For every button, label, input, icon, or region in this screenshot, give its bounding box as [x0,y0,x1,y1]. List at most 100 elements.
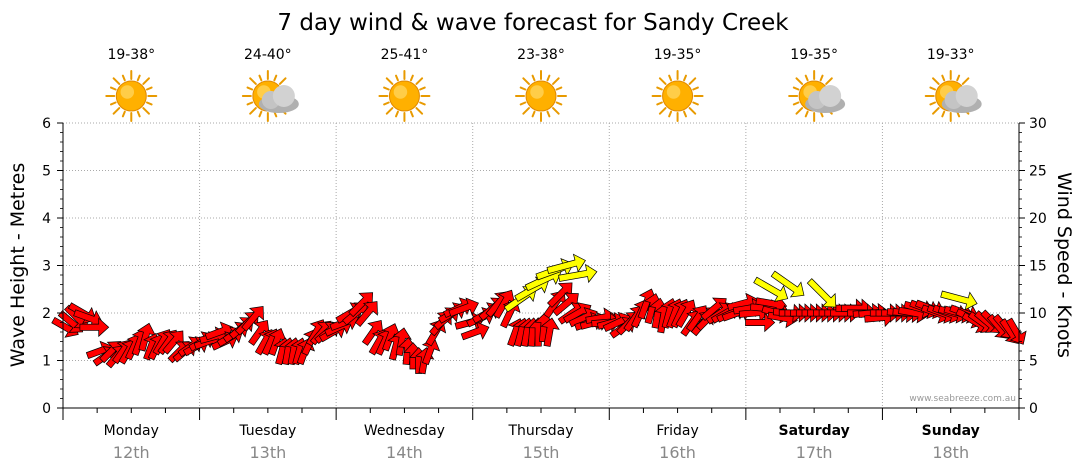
sun-ray [383,101,390,106]
y-left-tick-label: 1 [42,354,51,370]
day-name-label: Monday [104,423,159,439]
sun-ray [142,77,150,85]
sun-icon [105,70,158,122]
cloud-shape [258,85,299,113]
day-date-label: 17th [796,443,833,462]
sun-ray [409,74,414,82]
gust-arrow [753,276,789,302]
sun-ray [142,107,150,115]
sun-ray [121,110,126,118]
wind-arrow [248,319,270,346]
sun-ray [795,77,804,85]
day-name-label: Thursday [507,423,573,439]
sun-ray [419,86,426,91]
day-date-label: 15th [523,443,560,462]
sun-ray [531,110,536,118]
sun-ray [385,107,394,115]
day-name-label: Sunday [922,423,980,439]
sun-ray [552,107,560,115]
wind-arrow [448,297,479,317]
watermark: www.seabreeze.com.au [909,394,1016,404]
sun-ray [555,86,563,91]
y-left-tick-label: 0 [42,401,51,417]
sun-ray [692,86,699,91]
y-right-tick-label: 10 [1029,306,1047,322]
sun-ray [956,74,961,82]
wind-arrow [354,301,378,328]
sun-ray [415,77,424,85]
cloud-puff [272,85,295,107]
sun-ray [688,107,697,115]
wind-arrow [540,317,560,347]
sun-ray [552,77,560,85]
sun-cloud-icon [788,70,846,122]
gust-arrow [558,263,598,284]
sun-ray [395,110,399,118]
wind-arrow [382,323,401,352]
sun-ray [409,110,414,118]
sun-ray [668,110,673,118]
wind-arrow [241,306,264,332]
weather-icons: 19-38° 24-40° 25-41° 23-38° 19-35° 19-35° 19-3… [105,47,982,122]
day-date-label: 13th [249,443,286,462]
sun-ray [792,86,800,91]
chart-title: 7 day wind & wave forecast for Sandy Cre… [277,10,789,36]
sun-ray [522,77,530,85]
sun-ray [804,74,809,82]
sun-ray [415,107,424,115]
sun-ray [819,74,824,82]
sun-ray [688,77,697,85]
y-left-tick-label: 2 [42,306,51,322]
sun-ray [932,107,940,115]
sun-ray [145,101,153,106]
wind-arrow [421,337,441,366]
y-right-tick-label: 0 [1029,401,1038,417]
sun-ray [531,74,536,82]
day-name-label: Wednesday [364,423,445,439]
sun-ray [145,86,153,91]
sun-ray [383,86,390,91]
sun-ray [249,107,257,115]
sun-ray [804,110,809,118]
sun-ray [692,101,699,106]
chart-grid [63,122,1019,408]
day-date-label: 16th [659,443,696,462]
sun-ray [522,107,530,115]
wind-arrow [79,317,110,338]
gust-arrow [940,290,978,311]
sun-ray [273,74,278,82]
sun-highlight [530,85,544,99]
gust-arrow [546,253,586,275]
sun-highlight [666,85,681,99]
sun-ray [136,110,141,118]
wind-arrow [348,292,374,318]
day-name-label: Tuesday [238,423,296,439]
sun-ray [792,101,800,106]
gust-arrows [503,253,978,313]
sun-icon [378,70,431,122]
wind-arrow [675,299,697,329]
day-temperature: 24-40° [244,47,292,63]
y-left-tick-label: 5 [42,164,51,180]
sun-ray [929,101,937,106]
y-right-tick-label: 20 [1029,211,1047,227]
sun-ray [546,110,551,118]
wind-arrow [392,327,412,357]
wind-arrow [552,292,579,317]
cloud-puff [819,85,842,107]
sun-cloud-icon [924,70,982,122]
wind-arrow [136,322,156,352]
sun-ray [385,77,394,85]
sun-ray [249,77,257,85]
day-temperature: 19-35° [790,47,838,63]
sun-ray [112,77,121,85]
sun-ray [112,107,121,115]
wind-arrows [51,282,1027,375]
sun-ray [395,74,399,82]
y-left-tick-label: 6 [42,116,51,132]
sun-icon [515,70,567,122]
sun-ray [941,74,946,82]
wind-arrow [162,330,184,355]
